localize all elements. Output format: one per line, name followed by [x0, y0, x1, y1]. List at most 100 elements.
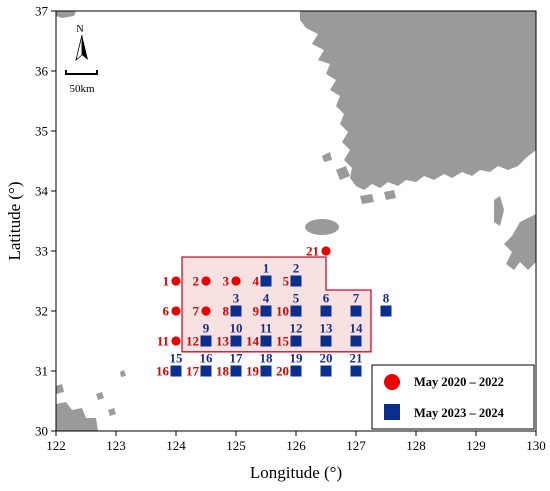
legend: May 2020 – 2022 May 2023 – 2024: [371, 364, 535, 430]
station-2020-2022-label: 9: [253, 304, 260, 319]
station-2020-2022-marker: [171, 336, 181, 346]
station-2020-2022-marker: [321, 246, 331, 256]
station-2020-2022-label: 13: [216, 334, 230, 349]
legend-label-2023-2024: May 2023 – 2024: [414, 406, 505, 420]
station-2023-2024-marker: [320, 365, 332, 377]
station-2023-2024-marker: [260, 305, 272, 317]
station-2020-2022-label: 2: [193, 274, 200, 289]
station-2020-2022-marker: [171, 306, 181, 316]
station-2023-2024-label: 15: [170, 351, 184, 366]
scale-bar-label: 50km: [69, 83, 95, 95]
survey-area-polygon: [181, 256, 372, 353]
station-2023-2024-label: 5: [293, 291, 300, 306]
china-islands-land: [120, 370, 126, 377]
x-tick-label: 130: [526, 438, 546, 453]
station-2023-2024-marker: [380, 305, 392, 317]
station-2023-2024-marker: [230, 365, 242, 377]
station-2020-2022-label: 15: [276, 334, 290, 349]
x-tick-label: 126: [286, 438, 306, 453]
station-2023-2024-marker: [350, 305, 362, 317]
station-2020-2022-label: 1: [163, 274, 170, 289]
y-tick-label: 37: [35, 4, 49, 19]
station-2023-2024-marker: [290, 365, 302, 377]
x-axis-label: Longitude (°): [250, 463, 342, 482]
y-tick-label: 33: [35, 244, 48, 259]
station-2020-2022-marker: [231, 276, 241, 286]
y-tick-label: 34: [35, 184, 49, 199]
jeju-island-land: [305, 219, 339, 235]
station-2023-2024-label: 3: [233, 291, 240, 306]
station-2020-2022-marker: [201, 276, 211, 286]
station-2023-2024-marker: [170, 365, 182, 377]
x-tick-label: 128: [406, 438, 426, 453]
korean-peninsula-land: [300, 11, 536, 190]
station-2023-2024-label: 4: [263, 291, 270, 306]
station-2023-2024-marker: [230, 335, 242, 347]
station-2020-2022-label: 3: [223, 274, 230, 289]
station-2023-2024-label: 12: [290, 321, 303, 336]
station-2020-2022-label: 10: [276, 304, 289, 319]
legend-square-marker: [384, 404, 400, 420]
station-2023-2024-marker: [200, 335, 212, 347]
station-2020-2022-label: 14: [246, 334, 260, 349]
station-2023-2024-label: 9: [203, 321, 210, 336]
x-tick-label: 122: [46, 438, 66, 453]
station-2023-2024-marker: [260, 365, 272, 377]
y-tick-label: 31: [35, 364, 48, 379]
station-2023-2024-marker: [260, 335, 272, 347]
station-2023-2024-label: 13: [320, 321, 334, 336]
station-2020-2022-label: 16: [156, 364, 170, 379]
x-tick-label: 123: [106, 438, 126, 453]
station-2023-2024-marker: [350, 335, 362, 347]
station-2023-2024-label: 2: [293, 261, 300, 276]
station-2023-2024-label: 10: [230, 321, 243, 336]
china-coast-land: [96, 392, 104, 400]
station-2023-2024-label: 17: [230, 351, 244, 366]
station-2020-2022-label: 5: [283, 274, 290, 289]
station-2023-2024-label: 8: [383, 291, 390, 306]
station-2023-2024-label: 6: [323, 291, 330, 306]
station-2023-2024-label: 1: [263, 261, 270, 276]
station-2023-2024-marker: [230, 305, 242, 317]
china-coast-land: [56, 11, 76, 18]
y-tick-label: 36: [35, 64, 49, 79]
station-2023-2024-label: 21: [350, 351, 363, 366]
x-tick-label: 124: [166, 438, 186, 453]
station-2020-2022-label: 8: [223, 304, 230, 319]
station-2023-2024-marker: [290, 275, 302, 287]
x-tick-label: 125: [226, 438, 246, 453]
y-tick-label: 30: [35, 424, 48, 439]
station-2023-2024-marker: [350, 365, 362, 377]
station-2023-2024-marker: [320, 335, 332, 347]
station-2023-2024-label: 11: [260, 321, 272, 336]
station-2023-2024-marker: [290, 305, 302, 317]
scale-bar: 50km: [65, 70, 98, 95]
china-coast-land: [56, 384, 64, 394]
china-islands-land: [108, 408, 116, 416]
station-2020-2022-label: 4: [253, 274, 260, 289]
station-2023-2024-label: 18: [260, 351, 274, 366]
station-2020-2022-label: 20: [276, 364, 289, 379]
station-2023-2024-label: 16: [200, 351, 214, 366]
station-2023-2024-label: 19: [290, 351, 304, 366]
north-arrow-icon: [82, 35, 88, 60]
land-layer: [56, 11, 536, 431]
station-2020-2022-label: 11: [157, 334, 169, 349]
station-2020-2022-label: 21: [306, 244, 319, 259]
x-tick-label: 127: [346, 438, 366, 453]
station-2020-2022-label: 12: [186, 334, 199, 349]
southwest-islands-land: [322, 152, 332, 162]
x-axis: 122 123 124 125 126 127 128 129 130: [46, 431, 546, 453]
legend-circle-marker: [384, 374, 400, 390]
southwest-islands-land: [384, 190, 396, 200]
y-axis: 30 31 32 33 34 35 36 37: [35, 4, 56, 439]
tsushima-island-land: [494, 196, 504, 226]
station-2023-2024-marker: [320, 305, 332, 317]
station-2023-2024-marker: [200, 365, 212, 377]
china-coast-land: [56, 402, 98, 431]
station-2020-2022-marker: [201, 306, 211, 316]
station-2020-2022-label: 7: [193, 304, 200, 319]
southwest-islands-land: [360, 194, 374, 204]
